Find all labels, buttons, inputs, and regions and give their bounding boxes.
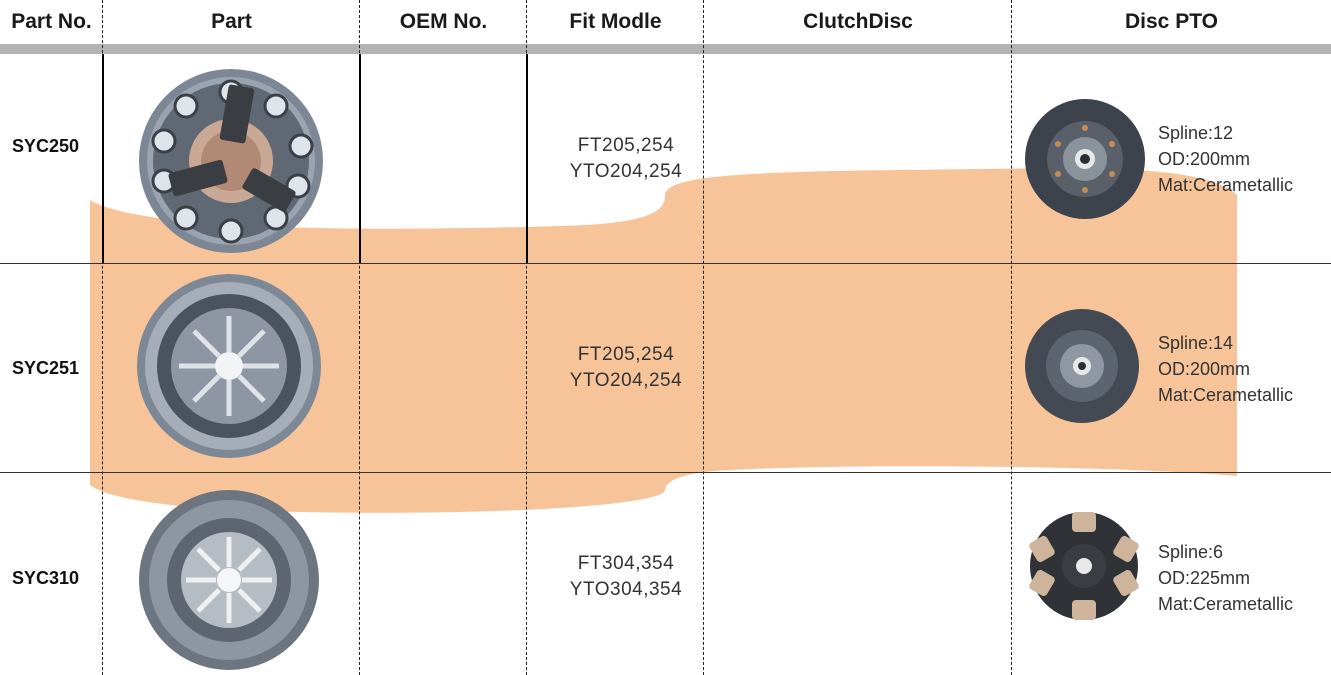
table-row-part-no: SYC310 xyxy=(12,568,80,588)
fit-model-line: YTO204,254 xyxy=(569,370,683,391)
disc-od: OD:200mm xyxy=(1158,359,1251,379)
table-row-part-no: SYC250 xyxy=(12,136,80,156)
fit-model-line: YTO304,354 xyxy=(569,579,683,600)
clutch-disc-image xyxy=(1025,309,1139,423)
fit-model-line: FT304,354 xyxy=(577,553,675,574)
row-divider xyxy=(0,472,1331,473)
column-divider xyxy=(1011,0,1012,675)
disc-spline: Spline:12 xyxy=(1158,123,1234,143)
diaphragm-pressure-plate-image xyxy=(137,274,321,458)
pressure-plate-image xyxy=(139,69,323,253)
header-fit-model: Fit Modle xyxy=(569,10,662,33)
diaphragm-pressure-plate-image xyxy=(139,490,319,670)
button-clutch-disc-image xyxy=(1029,512,1139,620)
fit-model-line: YTO204,254 xyxy=(569,161,683,182)
header-oem-no: OEM No. xyxy=(399,10,488,33)
disc-spline: Spline:6 xyxy=(1158,542,1224,562)
column-divider xyxy=(359,0,360,675)
clutch-disc-image xyxy=(1025,99,1145,219)
table-header: Part No. Part OEM No. Fit Modle ClutchDi… xyxy=(0,0,1331,44)
header-part-no: Part No. xyxy=(11,10,92,33)
column-divider-solid xyxy=(102,54,104,264)
header-part: Part xyxy=(211,10,252,33)
column-divider-solid xyxy=(526,54,528,264)
disc-od: OD:225mm xyxy=(1158,568,1251,588)
disc-material: Mat:Cerametallic xyxy=(1158,594,1294,614)
disc-spline: Spline:14 xyxy=(1158,333,1234,353)
column-divider xyxy=(703,0,704,675)
disc-od: OD:200mm xyxy=(1158,149,1251,169)
column-divider xyxy=(102,0,103,675)
table-row-part-no: SYC251 xyxy=(12,358,80,378)
disc-material: Mat:Cerametallic xyxy=(1158,175,1294,195)
column-divider xyxy=(526,0,527,675)
disc-material: Mat:Cerametallic xyxy=(1158,385,1294,405)
column-divider-solid xyxy=(359,54,361,264)
header-divider-bar xyxy=(0,44,1331,54)
row-divider xyxy=(0,263,1331,264)
header-clutch-disc: ClutchDisc xyxy=(803,10,913,33)
header-disc-pto: Disc PTO xyxy=(1125,10,1218,33)
fit-model-line: FT205,254 xyxy=(577,344,675,365)
fit-model-line: FT205,254 xyxy=(577,135,675,156)
